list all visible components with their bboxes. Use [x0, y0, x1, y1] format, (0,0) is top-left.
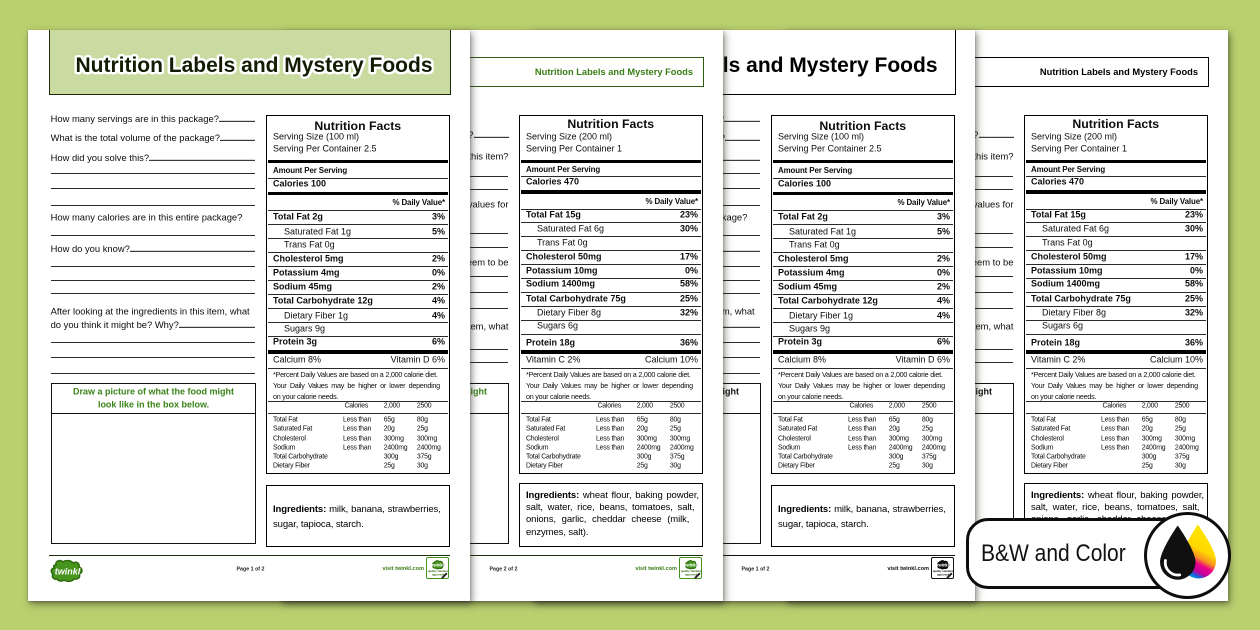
- svg-text:quality standard: quality standard: [933, 569, 954, 573]
- svg-text:quality standard: quality standard: [428, 569, 449, 573]
- svg-text:twinkl: twinkl: [937, 563, 949, 568]
- svg-text:approved: approved: [432, 573, 444, 577]
- svg-text:approved: approved: [937, 573, 949, 577]
- svg-text:quality standard: quality standard: [681, 569, 702, 573]
- svg-text:twinkl: twinkl: [685, 563, 697, 568]
- svg-text:twinkl: twinkl: [432, 563, 444, 568]
- svg-text:approved: approved: [685, 573, 697, 577]
- svg-text:twinkl: twinkl: [55, 567, 81, 577]
